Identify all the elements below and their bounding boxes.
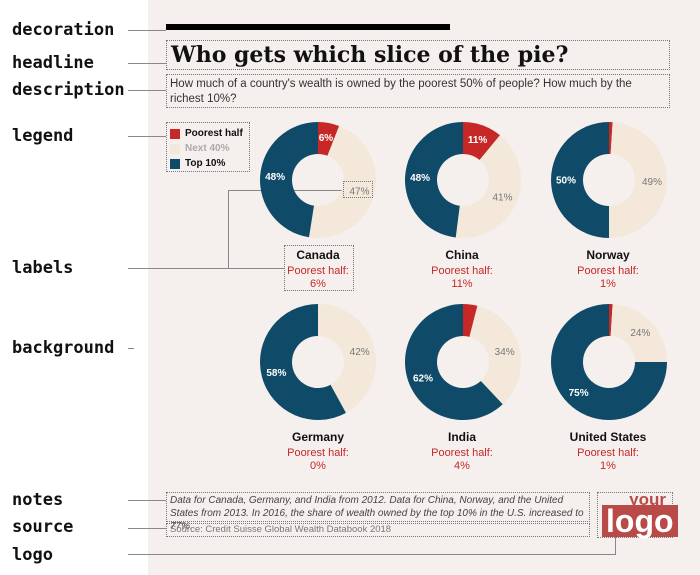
callout-background: background [12,338,115,358]
poorest-label: Poorest half: [577,447,639,459]
callout-labels: labels [12,258,74,278]
donut-slice-united-states-poorest-half [609,304,613,337]
donut-label-canada-poorest-half: 6% [319,133,334,144]
poorest-label: Poorest half: [577,265,639,277]
legend-label-poorest: Poorest half [185,128,243,139]
logo-text-top: your [629,490,666,509]
donut-label-germany-top-10-: 58% [266,368,286,379]
donut-slice-germany-top-10- [260,304,346,420]
leader-legend [128,136,166,137]
leader-headline [128,63,166,64]
labels-highlight-box [284,245,354,291]
leader-decoration [128,30,166,31]
legend-swatch-poorest [170,128,180,139]
donut-slice-united-states-top-10- [551,304,667,420]
donut-label-china-poorest-half: 11% [468,135,488,146]
donut-label-canada-next-40-: 47% [349,187,369,198]
leader-logo [128,554,615,555]
country-label-india: India Poorest half: 4% [402,431,522,473]
country-label-united-states: United States Poorest half: 1% [548,431,668,473]
poorest-value: 6% [310,278,326,290]
callout-description: description [12,80,125,100]
poorest-label: Poorest half: [287,447,349,459]
donut-label-united-states-next-40-: 24% [630,328,650,339]
callout-logo: logo [12,545,53,565]
leader-notes [128,500,166,501]
donut-slice-norway-next-40- [609,122,668,238]
callout-source: source [12,517,74,537]
donut-slice-united-states-next-40- [610,304,667,362]
donut-slice-india-top-10- [405,304,503,420]
country-label-germany: Germany Poorest half: 0% [258,431,378,473]
donut-slice-germany-next-40- [318,304,376,413]
donut-label-india-next-40-: 34% [495,347,515,358]
headline: Who gets which slice of the pie? [166,40,670,70]
donut-slice-china-poorest-half [463,122,500,160]
country-name: Norway [586,248,630,262]
logo-text-main: logo [602,505,678,537]
callout-decoration: decoration [12,20,115,40]
country-name: India [447,430,476,444]
donut-slice-canada-top-10- [259,122,318,238]
legend-label-next: Next 40% [185,143,230,154]
donut-slice-norway-top-10- [551,122,609,238]
donut-label-china-next-40-: 41% [492,193,512,204]
poorest-value: 4% [454,460,470,472]
poorest-label: Poorest half: [431,265,493,277]
percent-highlight-box [343,181,373,198]
leader-description [128,90,166,91]
legend-item-next: Next 40% [170,141,249,156]
donut-label-united-states-top-10-: 75% [569,388,589,399]
leader-labels-vertical [228,190,229,268]
country-name: China [445,248,479,262]
poorest-value: 0% [310,460,326,472]
donut-slice-china-top-10- [404,122,463,238]
donut-slice-canada-next-40- [309,125,377,238]
legend: Poorest half Next 40% Top 10% [166,122,250,172]
donut-slice-norway-poorest-half [609,122,613,155]
notes: Data for Canada, Germany, and India from… [166,492,590,532]
leader-logo-vertical [615,537,616,555]
donut-slice-india-poorest-half [463,304,478,337]
donut-slice-canada-poorest-half [318,122,340,156]
legend-swatch-top [170,158,180,169]
poorest-value: 1% [600,278,616,290]
country-label-norway: Norway Poorest half: 1% [548,249,668,291]
leader-source [128,528,166,529]
legend-item-poorest: Poorest half [170,126,249,141]
source: Source: Credit Suisse Global Wealth Data… [166,523,590,537]
poorest-value: 11% [451,278,473,290]
poorest-value: 1% [600,460,616,472]
country-name: United States [569,430,647,444]
donut-label-norway-top-10-: 50% [556,176,576,187]
donut-label-china-top-10-: 48% [410,173,430,184]
donut-slice-china-next-40- [455,135,521,238]
legend-label-top: Top 10% [185,158,226,169]
decoration-bar [166,24,450,30]
leader-labels [128,268,228,269]
callout-headline: headline [12,53,94,73]
legend-swatch-next [170,143,180,154]
country-label-canada: Canada Poorest half: 6% [258,249,378,291]
country-name: Germany [291,430,345,444]
donut-label-india-top-10-: 62% [413,373,433,384]
callout-notes: notes [12,490,64,510]
poorest-label: Poorest half: [287,265,349,277]
leader-background [128,348,134,349]
description: How much of a country's wealth is owned … [166,74,670,108]
country-name: Canada [296,248,340,262]
donut-slice-india-next-40- [469,305,521,405]
leader-labels-to-name [228,268,284,269]
country-label-china: China Poorest half: 11% [402,249,522,291]
donut-label-canada-top-10-: 48% [265,172,285,183]
poorest-label: Poorest half: [431,447,493,459]
legend-item-top: Top 10% [170,156,249,171]
logo: your logo [597,490,678,538]
donut-label-norway-next-40-: 49% [642,177,662,188]
donut-label-germany-next-40-: 42% [350,347,370,358]
callout-legend: legend [12,126,74,146]
background-panel [148,0,700,575]
